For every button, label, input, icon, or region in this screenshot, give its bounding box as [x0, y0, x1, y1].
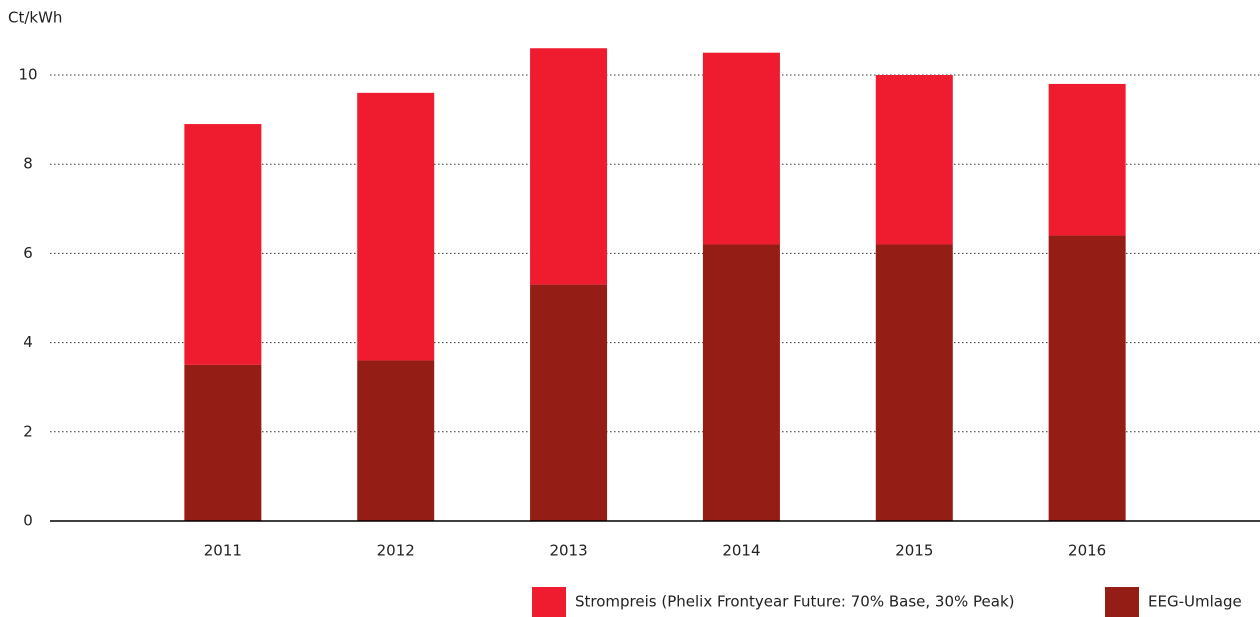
bar-segment	[184, 364, 262, 521]
bar-segment	[702, 52, 780, 245]
legend-label: EEG-Umlage	[1148, 593, 1242, 611]
legend-swatch	[532, 587, 566, 617]
bar-segment	[1048, 83, 1126, 236]
bar-segment	[702, 244, 780, 522]
x-tick-label: 2013	[549, 542, 587, 560]
legend-label: Strompreis (Phelix Frontyear Future: 70%…	[575, 593, 1015, 611]
legend-swatch	[1105, 587, 1139, 617]
y-tick-label: 6	[23, 244, 33, 262]
y-tick-label: 10	[18, 66, 37, 84]
x-tick-label: 2012	[377, 542, 415, 560]
bar-segment	[530, 48, 608, 285]
y-tick-label: 0	[23, 512, 33, 530]
x-tick-label: 2014	[722, 542, 760, 560]
bar-segment	[184, 124, 262, 365]
bar-segment	[875, 244, 953, 522]
y-unit-label: Ct/kWh	[8, 9, 62, 27]
y-tick-label: 2	[23, 422, 33, 440]
bar-segment	[530, 284, 608, 521]
bar-segment	[357, 360, 435, 521]
x-tick-label: 2015	[895, 542, 933, 560]
bar-segment	[357, 92, 435, 361]
bar-segment	[875, 75, 953, 245]
y-tick-label: 8	[23, 155, 33, 173]
x-tick-label: 2011	[204, 542, 242, 560]
x-tick-label: 2016	[1068, 542, 1106, 560]
bar-segment	[1048, 235, 1126, 521]
y-tick-label: 4	[23, 333, 33, 351]
